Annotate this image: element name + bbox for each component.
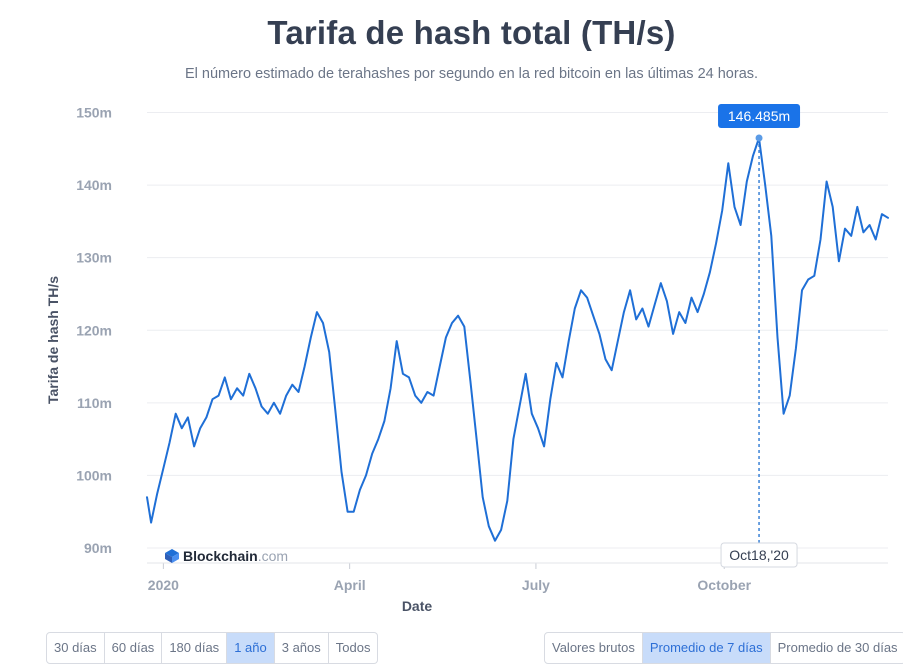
y-tick-label: 110m — [77, 395, 112, 411]
average-button[interactable]: Promedio de 30 días — [770, 632, 903, 664]
highlight-point[interactable] — [755, 134, 763, 142]
x-tick-label: April — [334, 577, 366, 593]
tooltip-value: 146.485m — [728, 108, 790, 124]
x-axis-ticks: 2020 April July October — [148, 563, 752, 593]
y-tick-label: 120m — [76, 322, 112, 338]
y-axis-label: Tarifa de hash TH/s — [45, 276, 61, 404]
y-tick-label: 100m — [76, 467, 112, 483]
y-tick-label: 140m — [76, 177, 112, 193]
date-tooltip: Oct18,'20 — [720, 542, 798, 568]
average-button[interactable]: Valores brutos — [544, 632, 643, 664]
chart-subtitle: El número estimado de terahashes por seg… — [184, 66, 759, 82]
average-selector: Valores brutos Promedio de 7 días Promedio… — [544, 632, 903, 664]
range-button[interactable]: 1 año — [227, 632, 275, 664]
y-tick-label: 150m — [76, 105, 112, 121]
watermark-suffix: .com — [258, 548, 288, 564]
y-tick-label: 130m — [76, 250, 112, 266]
x-tick-label: 2020 — [148, 577, 179, 593]
time-range-selector: 30 días 60 días 180 días 1 año 3 años Todos — [46, 632, 379, 664]
range-button[interactable]: 30 días — [46, 632, 105, 664]
range-button[interactable]: 180 días — [162, 632, 228, 664]
range-button[interactable]: 60 días — [104, 632, 163, 664]
tooltip-date: Oct18,'20 — [729, 547, 789, 563]
range-button[interactable]: Todos — [328, 632, 379, 664]
value-tooltip: 146.485m — [718, 104, 801, 129]
blockchain-watermark: Blockchain.com — [165, 548, 288, 564]
watermark-brand: Blockchain — [183, 548, 258, 564]
chart-title: Tarifa de hash total (TH/s) — [267, 14, 676, 51]
x-tick-label: July — [522, 577, 550, 593]
x-tick-label: October — [697, 577, 751, 593]
hash-rate-chart[interactable]: 90m 100m 110m 120m 130m 140m 150m 2020 April Jul… — [0, 0, 903, 630]
blockchain-logo-icon — [165, 549, 179, 563]
range-button[interactable]: 3 años — [274, 632, 329, 664]
series-line[interactable] — [146, 137, 889, 542]
y-axis-ticks: 90m 100m 110m 120m 130m 140m 150m — [76, 105, 112, 556]
y-tick-label: 90m — [84, 540, 112, 556]
x-axis-label: Date — [402, 598, 433, 614]
watermark-text: Blockchain.com — [183, 548, 288, 564]
average-button[interactable]: Promedio de 7 días — [642, 632, 771, 664]
